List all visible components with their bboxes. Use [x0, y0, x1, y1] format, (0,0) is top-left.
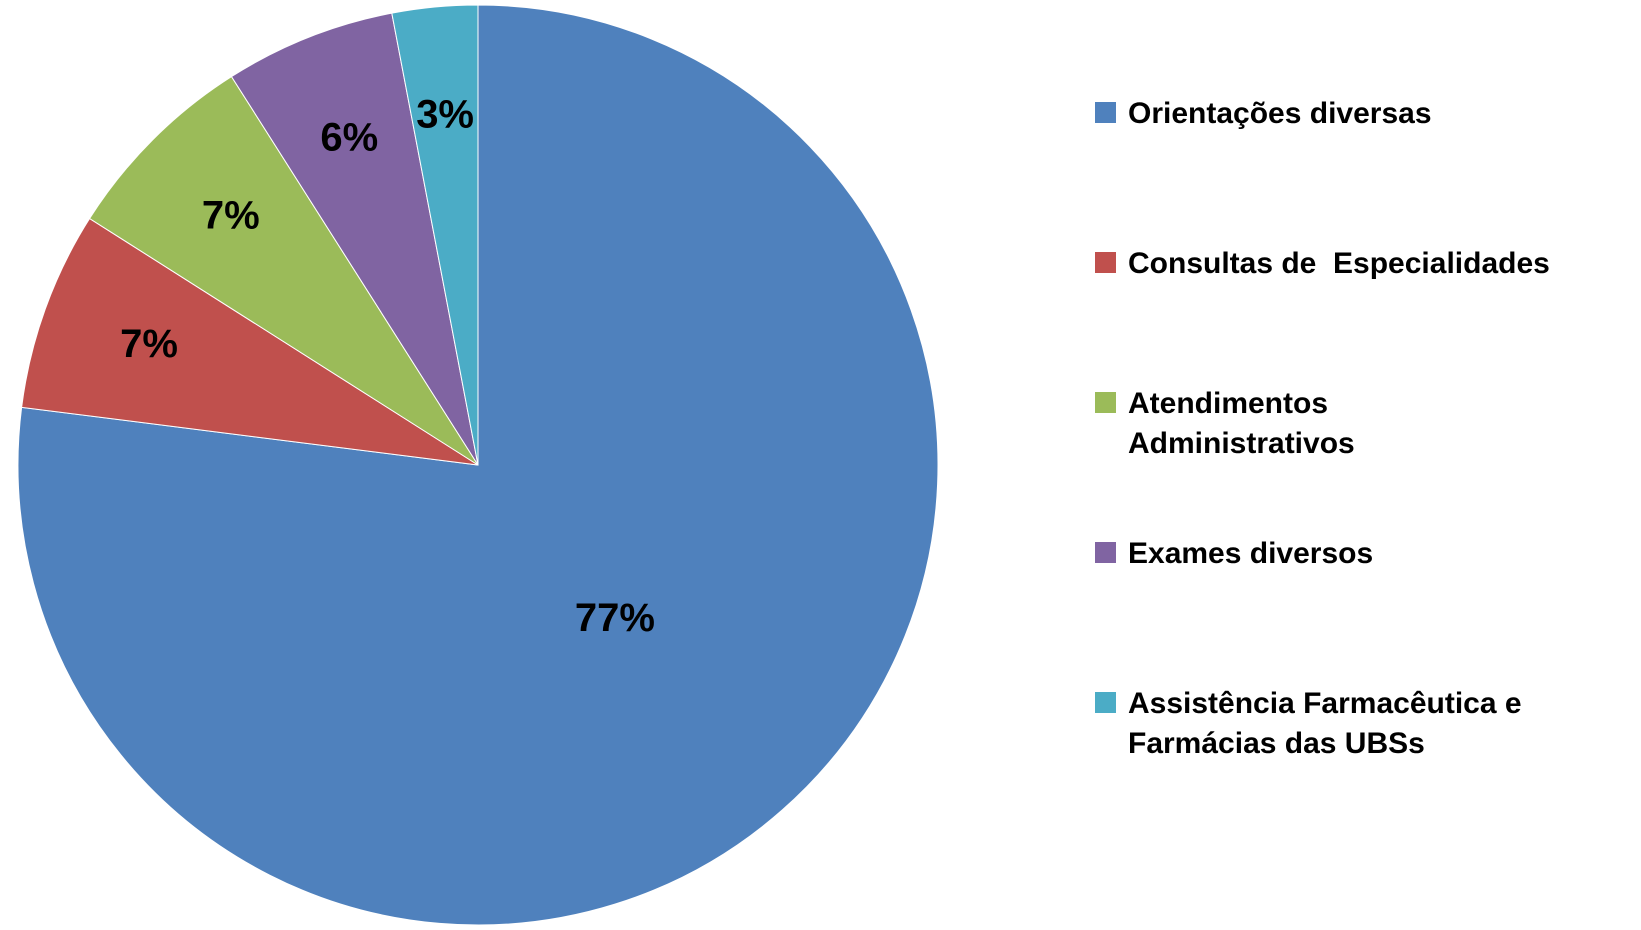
legend-swatch [1095, 102, 1116, 123]
legend-item: Assistência Farmacêutica e Farmácias das… [1095, 684, 1588, 764]
legend-label: Assistência Farmacêutica e Farmácias das… [1128, 687, 1530, 760]
data-label: 6% [320, 116, 378, 160]
legend-item: Consultas de Especialidades [1095, 244, 1550, 284]
pie-slice [230, 12, 479, 466]
data-label: 3% [416, 93, 474, 137]
data-label: 7% [202, 193, 260, 237]
data-label: 7% [120, 322, 178, 366]
data-label: 77% [575, 596, 655, 640]
legend-label: Atendimentos Administrativos [1128, 387, 1355, 460]
legend-swatch [1095, 542, 1116, 563]
pie-slice [391, 4, 479, 466]
legend-label: Consultas de Especialidades [1128, 247, 1550, 280]
legend-label: Exames diversos [1128, 537, 1374, 570]
legend-item: Orientações diversas [1095, 94, 1432, 134]
pie-slice [17, 4, 939, 926]
pie-slice [88, 75, 479, 466]
pie-slice [21, 217, 479, 466]
legend-item: Atendimentos Administrativos [1095, 384, 1428, 464]
legend-label: Orientações diversas [1128, 97, 1432, 130]
legend-swatch [1095, 692, 1116, 713]
legend-swatch [1095, 252, 1116, 273]
legend-item: Exames diversos [1095, 534, 1373, 574]
pie-area: 77% 7% 7% 6% 3% [17, 4, 939, 926]
legend-swatch [1095, 392, 1116, 413]
